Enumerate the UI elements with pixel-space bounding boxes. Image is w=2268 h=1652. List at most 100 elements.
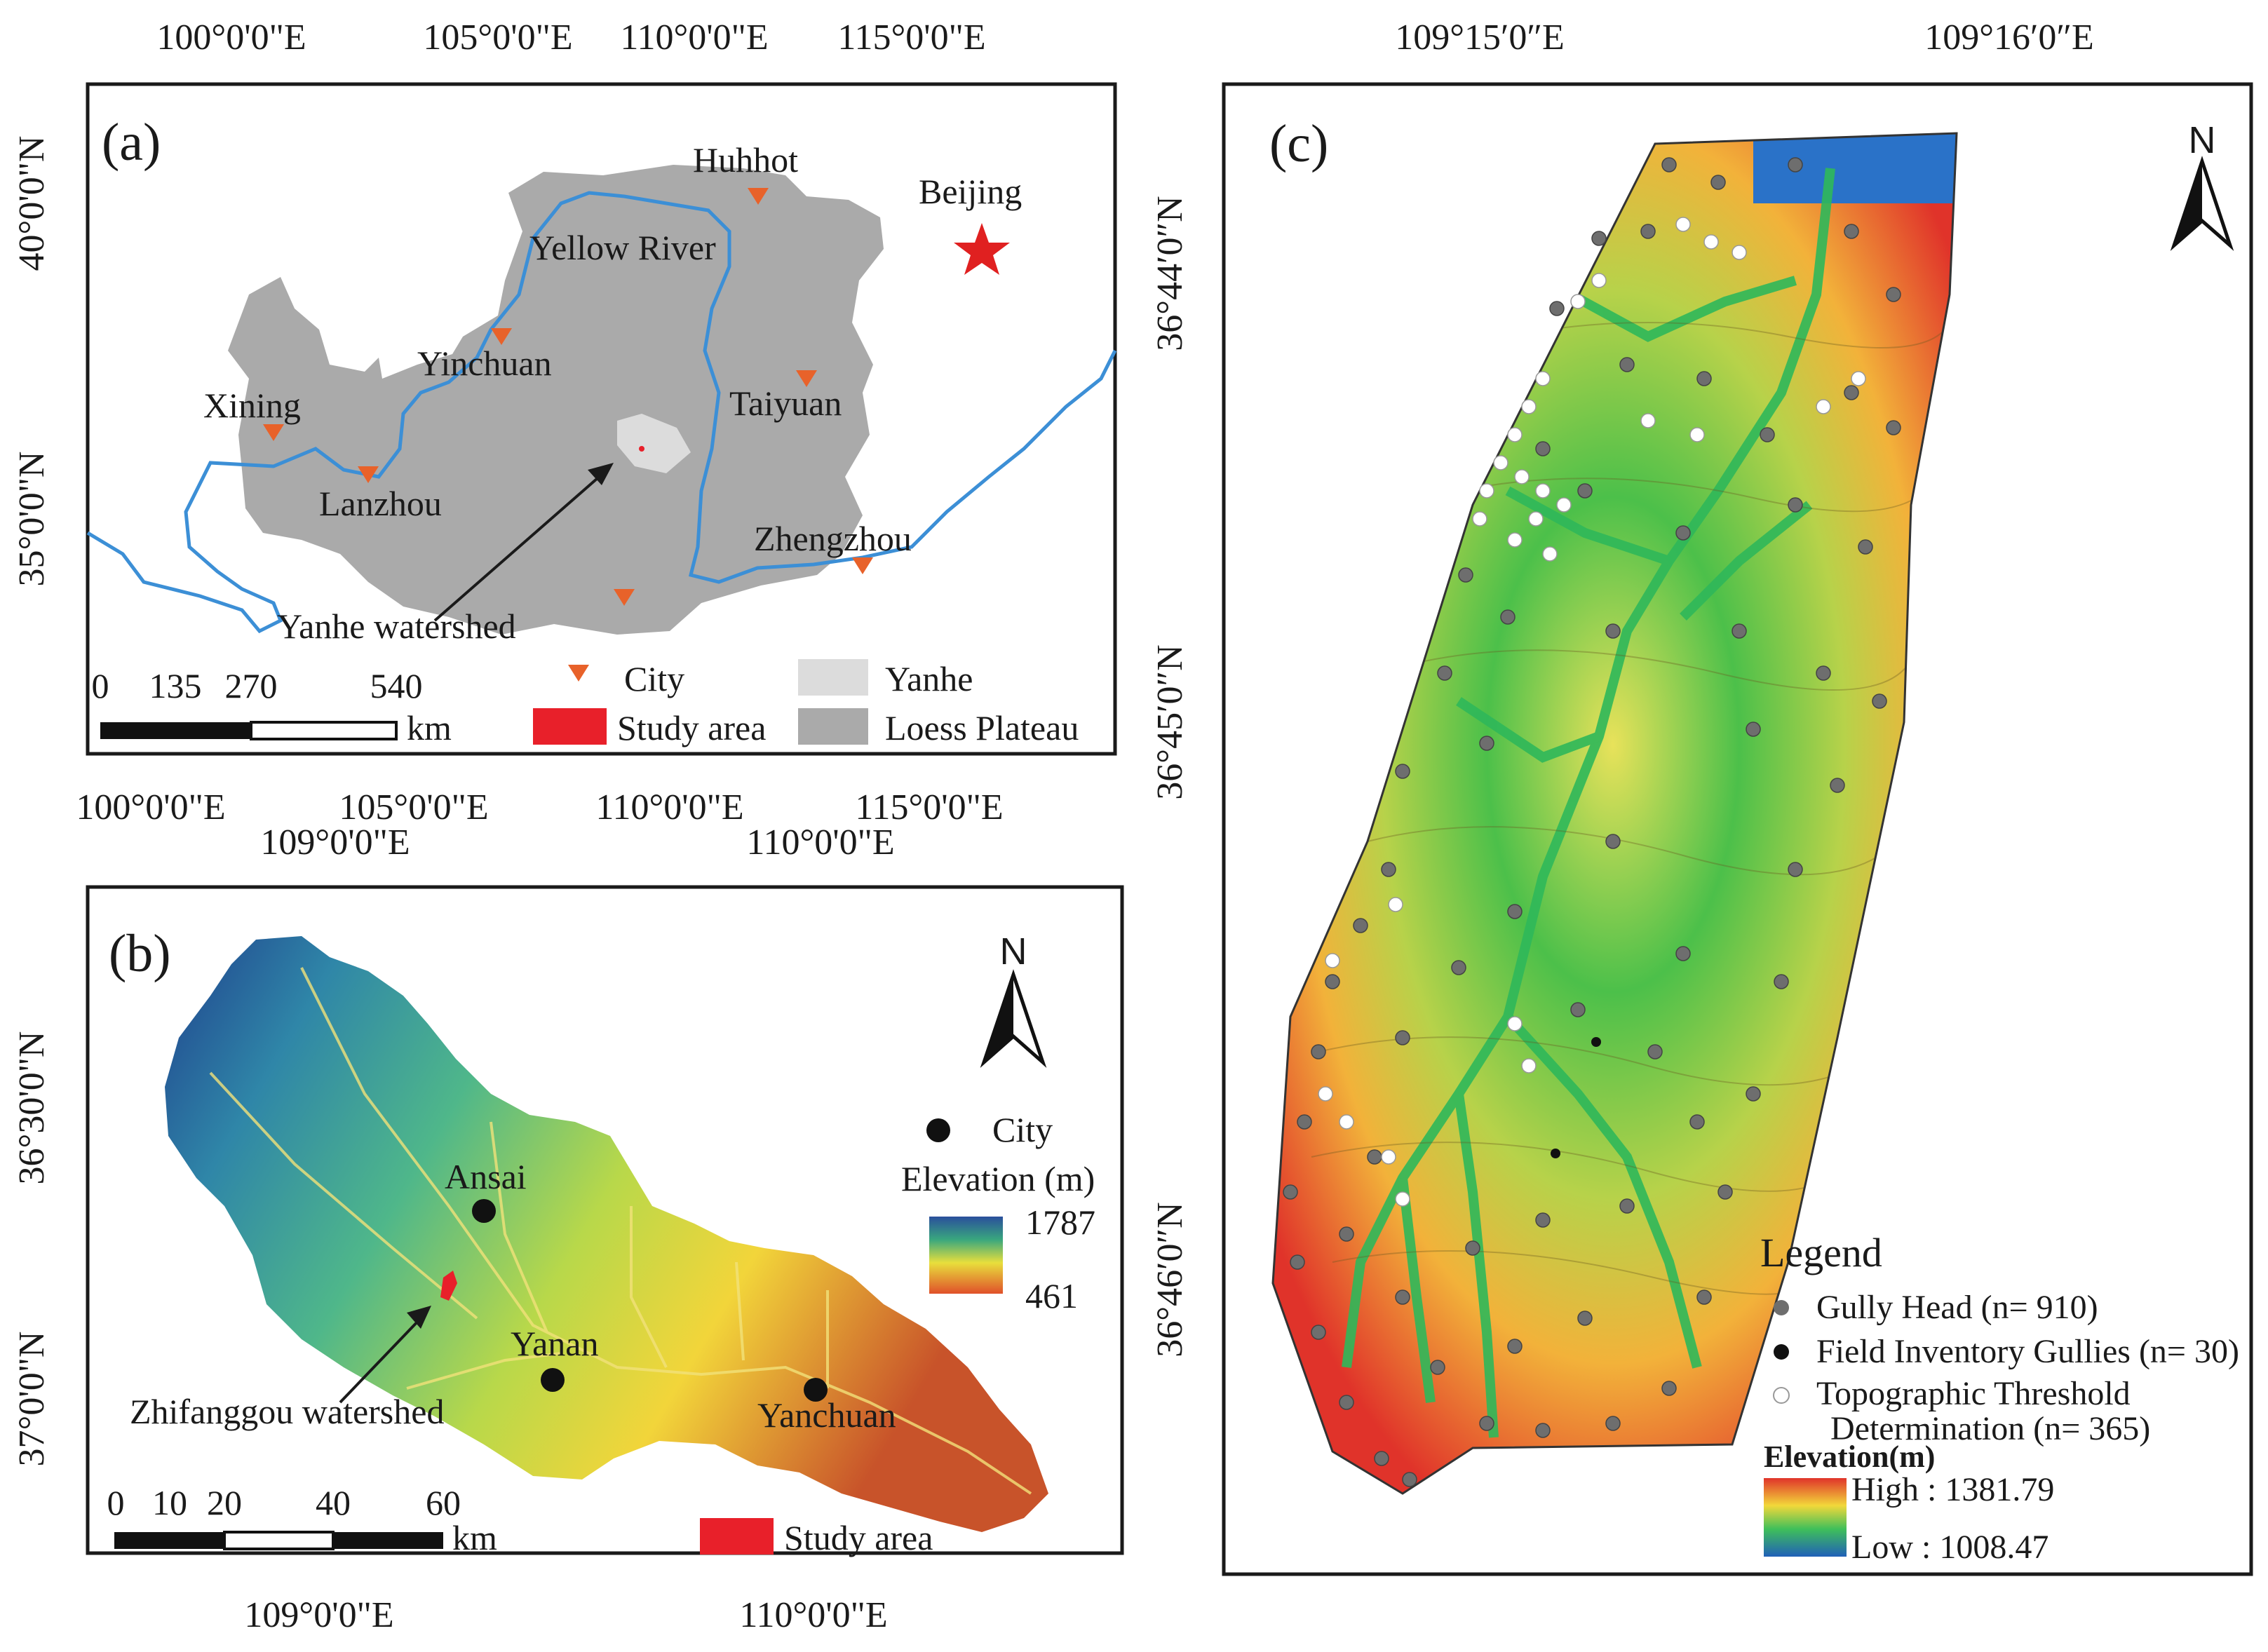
legend-gully-head-label: Gully Head (n= 910) — [1816, 1289, 2098, 1326]
drainage-network-c — [1342, 168, 1835, 1438]
city-marker-yinchuan — [491, 328, 512, 345]
panel-b: 109°0'0"E 110°0'0"E (b) 109°0'0"E 110°0'… — [12, 822, 1124, 1635]
b-top-tick-2: 110°0'0"E — [746, 822, 894, 862]
scale-b-tick-10: 10 — [152, 1483, 187, 1522]
zhifanggou-outline — [1271, 132, 1958, 1495]
scale-b-tick-40: 40 — [316, 1483, 351, 1522]
c-top-tick-2: 109°16′0″E — [1924, 18, 2094, 57]
a-bottom-tick-4: 115°0'0"E — [855, 787, 1003, 827]
legend-elev-low-b: 461 — [1025, 1276, 1078, 1315]
study-area-patch-b — [440, 1271, 457, 1301]
legend-gully-head-icon — [1774, 1300, 1789, 1315]
legend-study-area-label-b: Study area — [784, 1518, 933, 1557]
legend-elev-high-b: 1787 — [1025, 1203, 1095, 1242]
legend-elev-title-c: Elevation(m) — [1764, 1440, 1935, 1474]
panel-c-label: (c) — [1269, 114, 1328, 173]
scale-bar-a-black — [100, 722, 251, 739]
city-label-beijing: Beijing — [919, 172, 1022, 211]
city-marker-zhengzhou — [852, 557, 873, 574]
legend-city-icon — [568, 665, 589, 682]
b-bottom-tick-2: 110°0'0"E — [739, 1595, 887, 1635]
city-marker-yanan — [541, 1368, 565, 1392]
city-label-huhhot: Huhhot — [693, 140, 798, 180]
c-top-tick-1: 109°15′0″E — [1395, 18, 1565, 57]
north-label-c: N — [2189, 119, 2216, 161]
a-top-tick-4: 115°0'0"E — [837, 18, 985, 57]
legend-field-icon — [1774, 1344, 1789, 1360]
scale-b-unit: km — [452, 1518, 497, 1557]
city-label-yanan: Yanan — [511, 1324, 599, 1363]
topographic-threshold-points — [1318, 217, 1866, 1207]
beijing-star-icon — [954, 223, 1010, 275]
legend-topo-label-1: Topographic Threshold — [1816, 1375, 2131, 1412]
scale-bar-b-black-2 — [333, 1532, 443, 1549]
legend-yanhe-label: Yanhe — [885, 659, 973, 698]
scale-b-tick-60: 60 — [426, 1483, 461, 1522]
panel-b-label: (b) — [109, 924, 171, 983]
a-left-tick-1: 40°0'0"N — [12, 136, 52, 271]
city-marker-lanzhou — [358, 466, 379, 483]
scale-a-tick-540: 540 — [370, 666, 423, 705]
city-marker-ansai — [472, 1199, 496, 1223]
zhifanggou-label: Zhifanggou watershed — [130, 1392, 444, 1431]
legend-elev-high-c: High : 1381.79 — [1851, 1471, 2054, 1508]
city-label-zhengzhou: Zhengzhou — [754, 519, 912, 558]
legend-topo-icon — [1773, 1387, 1790, 1404]
a-bottom-tick-3: 110°0'0"E — [595, 787, 743, 827]
legend-loess-swatch — [798, 708, 868, 745]
legend-city-label: City — [624, 659, 684, 698]
legend-c-title: Legend — [1760, 1230, 1882, 1275]
city-marker-unnamed — [614, 589, 635, 606]
legend-city-dot-b — [926, 1118, 950, 1142]
yanhe-watershed-shape — [617, 414, 691, 473]
legend-elev-low-c: Low : 1008.47 — [1851, 1529, 2048, 1566]
legend-yanhe-swatch — [798, 659, 868, 696]
yanhe-pointer-arrow — [433, 472, 605, 622]
scale-a-unit: km — [407, 708, 452, 747]
a-bottom-tick-2: 105°0'0"E — [339, 787, 488, 827]
a-top-tick-3: 110°0'0"E — [620, 18, 768, 57]
city-label-lanzhou: Lanzhou — [319, 484, 442, 523]
loess-plateau-shape — [228, 165, 884, 635]
panel-a: (a) 100°0'0"E 105°0'0"E 110°0'0"E 115°0'… — [12, 18, 1117, 827]
legend-elev-title-b: Elevation (m) — [901, 1159, 1095, 1198]
scale-b-tick-0: 0 — [107, 1483, 125, 1522]
city-markers-a — [263, 188, 873, 606]
city-label-yanchuan: Yanchuan — [757, 1395, 896, 1435]
legend-field-label: Field Inventory Gullies (n= 30) — [1816, 1333, 2239, 1370]
north-label-b: N — [1000, 930, 1027, 973]
drainage-lines-b — [209, 967, 1032, 1495]
a-top-tick-2: 105°0'0"E — [423, 18, 572, 57]
b-bottom-tick-1: 109°0'0"E — [244, 1595, 393, 1635]
c-left-tick-1: 36°44′0″N — [1150, 196, 1190, 351]
scale-bar-b-white — [223, 1531, 335, 1550]
zhifanggou-pointer-arrowhead — [407, 1306, 431, 1329]
a-left-tick-2: 35°0'0"N — [12, 452, 52, 587]
city-label-yinchuan: Yinchuan — [417, 344, 552, 383]
b-left-tick-1: 36°30'0"N — [12, 1031, 52, 1185]
legend-loess-label: Loess Plateau — [885, 708, 1079, 747]
river-label: Yellow River — [529, 228, 716, 267]
legend-city-label-b: City — [992, 1110, 1053, 1149]
legend-topo-label-2: Determination (n= 365) — [1830, 1410, 2150, 1447]
north-arrow-b: N — [980, 930, 1047, 1069]
north-arrow-c: N — [2170, 119, 2234, 251]
scale-bar-a-white — [250, 721, 398, 740]
legend-study-area-swatch-b — [700, 1518, 774, 1555]
legend-study-area-label: Study area — [617, 708, 766, 747]
zhifanggou-pointer-arrow — [339, 1317, 422, 1404]
b-left-tick-2: 37°0'0"N — [12, 1332, 52, 1467]
yanhe-watershed-label: Yanhe watershed — [277, 607, 516, 646]
gully-head-points — [1283, 157, 1901, 1487]
legend-elev-ramp-c — [1764, 1478, 1847, 1557]
scale-bar-b-black-1 — [114, 1532, 224, 1549]
c-left-tick-2: 36°45′0″N — [1150, 644, 1190, 799]
scale-a-tick-270: 270 — [225, 666, 278, 705]
c-left-tick-3: 36°46′0″N — [1150, 1202, 1190, 1357]
legend-study-area-swatch — [533, 708, 607, 745]
study-area-dot-a — [639, 446, 644, 452]
field-inventory-points — [1551, 1037, 1601, 1158]
scale-a-tick-135: 135 — [149, 666, 202, 705]
city-label-ansai: Ansai — [445, 1157, 527, 1196]
